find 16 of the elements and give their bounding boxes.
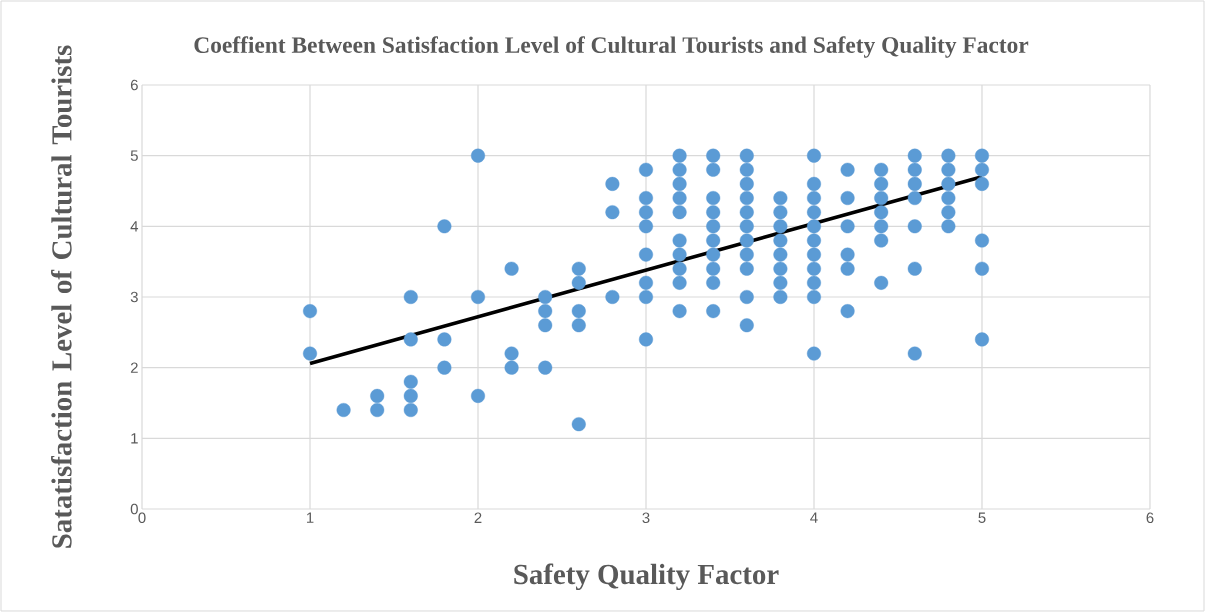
x-tick-label: 3 [642,512,650,524]
y-axis-title: Satatisfaction Level of Cultural Tourists [51,45,72,548]
y-tick-label: 6 [130,79,138,91]
x-tick-label: 2 [474,512,482,523]
y-tick-label: 1 [131,433,138,444]
x-tick-label: 6 [1146,512,1154,524]
y-tick-label: 5 [130,150,138,161]
x-tick-label: 5 [978,512,986,523]
y-tick-label: 3 [130,291,138,303]
y-tick-label: 0 [130,503,138,515]
x-tick-label: 1 [306,512,314,523]
chart-title: Coeffient Between Satisfaction Level of Cultural Tourists and Safety Quality Factor [194,36,1029,58]
x-axis-title: Safety Quality Factor [514,563,779,591]
y-tick-label: 2 [130,362,138,373]
y-tick-label: 4 [130,221,139,232]
x-tick-label: 4 [810,512,818,523]
